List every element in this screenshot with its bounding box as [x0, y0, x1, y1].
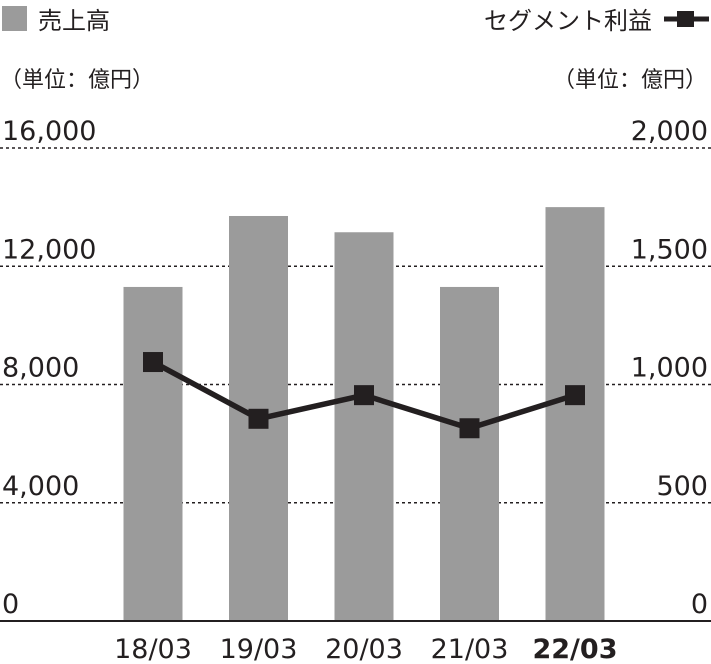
legend-bar-swatch: [2, 6, 27, 31]
bar-20/03: [334, 232, 394, 622]
bar-21/03: [440, 286, 499, 621]
point-22/03: [565, 385, 585, 406]
x-axis-labels: 18/03 19/03 20/03 21/03 22/03: [114, 634, 617, 664]
right-axis-unit-label: （単位：億円）: [553, 68, 707, 93]
legend-bar-label: 売上高: [38, 7, 110, 35]
category-label: 22/03: [532, 634, 617, 664]
left-tick-label: 8,000: [2, 353, 79, 384]
left-tick-label: 4,000: [2, 471, 79, 502]
right-tick-label: 2,000: [631, 116, 708, 147]
legend-line-swatch: [664, 11, 709, 27]
left-axis-ticks: 0 4,000 8,000 12,000 16,000: [2, 116, 96, 620]
line-series: [143, 352, 585, 439]
left-tick-label: 0: [2, 589, 19, 620]
bar-22/03: [545, 207, 605, 621]
right-tick-label: 1,000: [631, 353, 708, 384]
left-tick-label: 12,000: [2, 234, 96, 265]
right-tick-label: 0: [691, 589, 708, 620]
legend: 売上高 セグメント利益: [2, 6, 709, 35]
category-label: 21/03: [431, 634, 509, 664]
point-18/03: [143, 352, 163, 373]
bar-18/03: [123, 286, 183, 621]
right-tick-label: 1,500: [631, 234, 708, 265]
point-20/03: [354, 385, 374, 406]
right-axis-ticks: 0 500 1,000 1,500 2,000: [631, 116, 708, 620]
legend-line-marker: [677, 11, 694, 27]
category-label: 19/03: [220, 634, 298, 664]
category-label: 18/03: [114, 634, 192, 664]
left-axis-unit-label: （単位：億円）: [0, 68, 154, 93]
point-21/03: [459, 418, 480, 439]
category-label: 20/03: [325, 634, 403, 664]
bar-series: [123, 207, 605, 622]
right-tick-label: 500: [656, 471, 708, 502]
point-19/03: [248, 408, 269, 429]
left-tick-label: 16,000: [2, 116, 96, 147]
legend-line-label: セグメント利益: [484, 7, 652, 35]
